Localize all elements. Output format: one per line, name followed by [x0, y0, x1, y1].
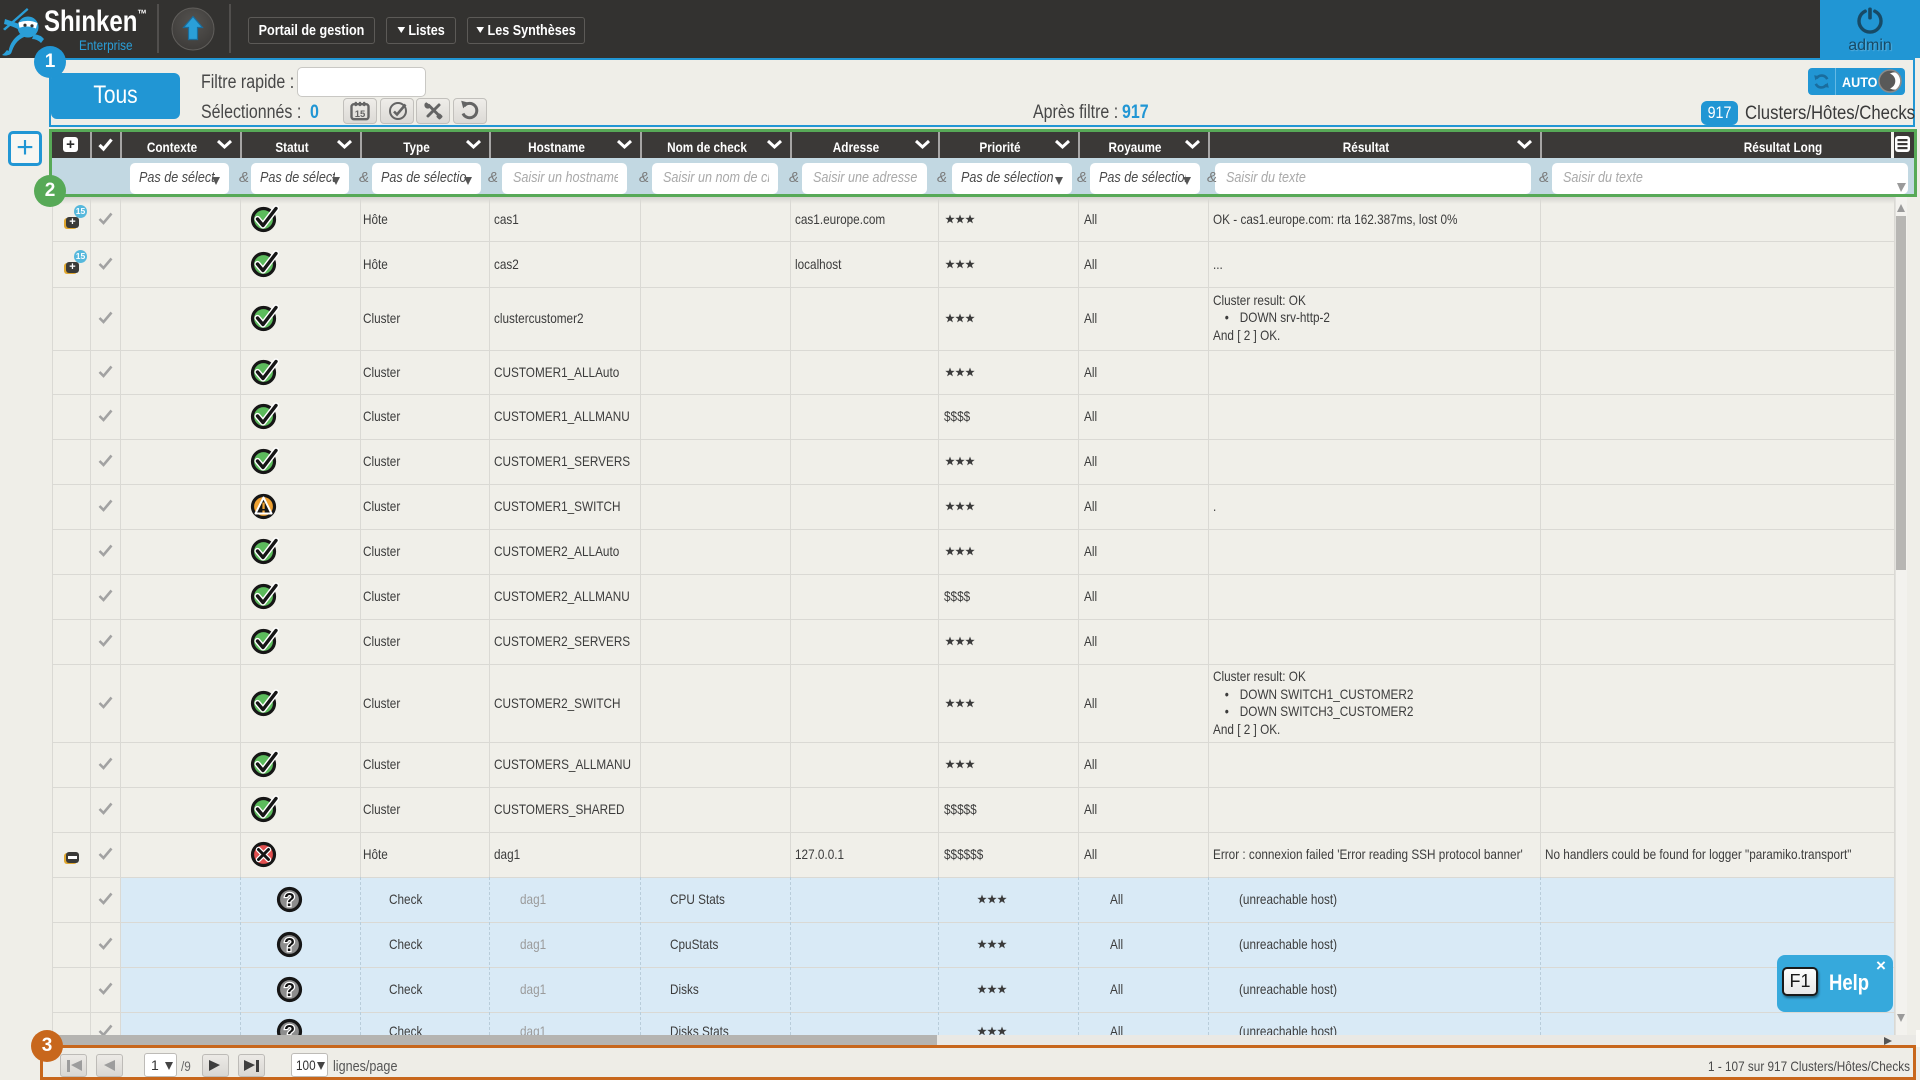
- svg-text:?: ?: [284, 980, 295, 1000]
- svg-text:?: ?: [284, 890, 295, 910]
- svg-text:15: 15: [355, 109, 366, 120]
- svg-text:?: ?: [284, 935, 295, 955]
